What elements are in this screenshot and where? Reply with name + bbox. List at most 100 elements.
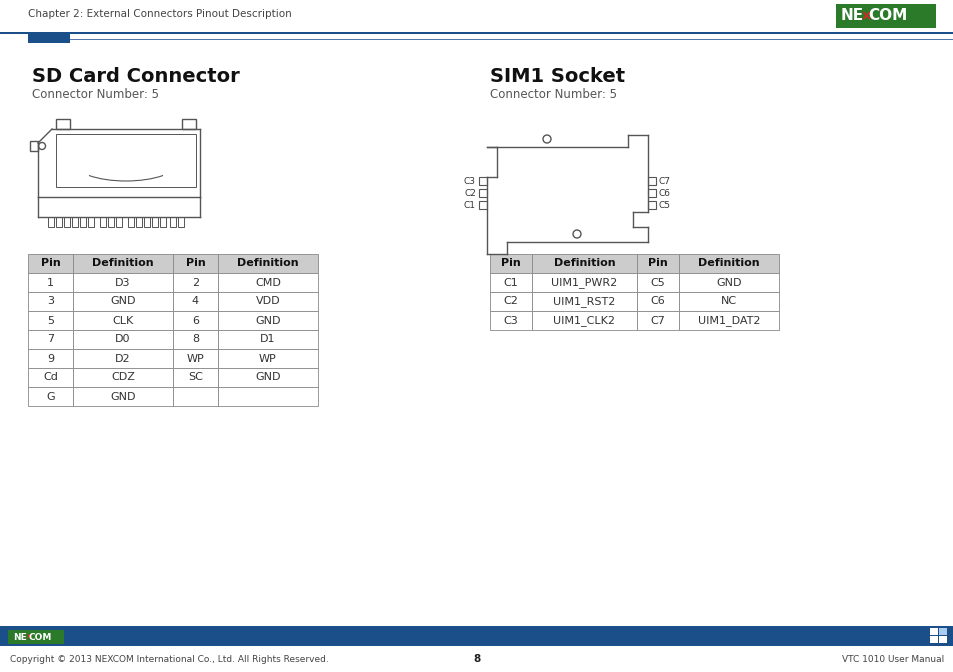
- Bar: [637, 273, 679, 292]
- Bar: [218, 273, 317, 292]
- Text: Definition: Definition: [237, 259, 298, 269]
- Text: COM: COM: [867, 9, 906, 24]
- Bar: [80, 217, 86, 227]
- Bar: [108, 217, 113, 227]
- Bar: [100, 217, 106, 227]
- Bar: [532, 311, 637, 330]
- Text: VTC 1010 User Manual: VTC 1010 User Manual: [841, 655, 943, 663]
- Bar: [532, 292, 637, 311]
- Bar: [128, 217, 133, 227]
- Text: COM: COM: [29, 632, 52, 642]
- Text: G: G: [46, 392, 54, 401]
- Text: C3: C3: [503, 315, 517, 325]
- Text: Pin: Pin: [500, 259, 520, 269]
- Bar: [172, 292, 218, 311]
- Bar: [938, 636, 946, 643]
- Bar: [647, 177, 656, 185]
- Text: GND: GND: [111, 296, 135, 306]
- Bar: [218, 292, 317, 311]
- Bar: [0, 32, 953, 34]
- Text: UIM1_DAT2: UIM1_DAT2: [697, 315, 760, 326]
- Bar: [679, 273, 779, 292]
- Bar: [70, 38, 953, 40]
- Bar: [929, 636, 937, 643]
- Text: D3: D3: [115, 278, 131, 288]
- Text: GND: GND: [716, 278, 741, 288]
- Bar: [73, 349, 172, 368]
- Text: 4: 4: [192, 296, 199, 306]
- Bar: [56, 134, 195, 187]
- Text: Connector Number: 5: Connector Number: 5: [490, 87, 617, 101]
- Text: UIM1_RST2: UIM1_RST2: [553, 296, 615, 307]
- Bar: [28, 311, 73, 330]
- Text: WP: WP: [187, 353, 204, 364]
- Text: UIM1_PWR2: UIM1_PWR2: [551, 277, 617, 288]
- Bar: [172, 273, 218, 292]
- Text: SC: SC: [188, 372, 203, 382]
- Bar: [136, 217, 142, 227]
- Bar: [490, 292, 532, 311]
- Bar: [172, 311, 218, 330]
- Bar: [73, 254, 172, 273]
- Bar: [218, 254, 317, 273]
- Bar: [73, 292, 172, 311]
- Text: CMD: CMD: [254, 278, 280, 288]
- Text: Definition: Definition: [553, 259, 615, 269]
- Bar: [28, 254, 73, 273]
- Bar: [64, 217, 70, 227]
- Text: GND: GND: [255, 372, 280, 382]
- Text: GND: GND: [255, 315, 280, 325]
- Bar: [532, 273, 637, 292]
- Bar: [647, 189, 656, 197]
- Bar: [73, 387, 172, 406]
- Text: 3: 3: [47, 296, 54, 306]
- Text: CDZ: CDZ: [111, 372, 134, 382]
- Text: 2: 2: [192, 278, 199, 288]
- Bar: [71, 217, 78, 227]
- Text: 9: 9: [47, 353, 54, 364]
- Text: C1: C1: [503, 278, 517, 288]
- Bar: [30, 141, 38, 151]
- Bar: [73, 273, 172, 292]
- Text: C3: C3: [463, 177, 476, 185]
- Bar: [28, 330, 73, 349]
- Text: 8: 8: [192, 335, 199, 345]
- Text: NC: NC: [720, 296, 737, 306]
- Bar: [679, 311, 779, 330]
- Text: C2: C2: [464, 189, 476, 198]
- Bar: [478, 177, 486, 185]
- Bar: [218, 368, 317, 387]
- Bar: [28, 292, 73, 311]
- Bar: [929, 628, 937, 635]
- Bar: [48, 217, 54, 227]
- Bar: [172, 254, 218, 273]
- Text: WP: WP: [259, 353, 276, 364]
- Bar: [835, 4, 935, 28]
- Text: Copyright © 2013 NEXCOM International Co., Ltd. All Rights Reserved.: Copyright © 2013 NEXCOM International Co…: [10, 655, 329, 663]
- Text: GND: GND: [111, 392, 135, 401]
- Text: C2: C2: [503, 296, 517, 306]
- Bar: [28, 273, 73, 292]
- Text: 7: 7: [47, 335, 54, 345]
- Bar: [490, 254, 532, 273]
- Bar: [182, 119, 195, 129]
- Bar: [478, 189, 486, 197]
- Bar: [172, 387, 218, 406]
- Bar: [73, 330, 172, 349]
- Bar: [172, 349, 218, 368]
- Bar: [679, 254, 779, 273]
- Bar: [938, 628, 946, 635]
- Bar: [647, 201, 656, 209]
- Text: C6: C6: [650, 296, 664, 306]
- Bar: [8, 630, 64, 644]
- Text: C7: C7: [659, 177, 670, 185]
- Text: D0: D0: [115, 335, 131, 345]
- Text: Cd: Cd: [43, 372, 58, 382]
- Text: 1: 1: [47, 278, 54, 288]
- Bar: [0, 626, 953, 646]
- Bar: [28, 34, 70, 43]
- Text: 6: 6: [192, 315, 199, 325]
- Text: Definition: Definition: [92, 259, 153, 269]
- Text: C6: C6: [659, 189, 670, 198]
- Text: Pin: Pin: [647, 259, 667, 269]
